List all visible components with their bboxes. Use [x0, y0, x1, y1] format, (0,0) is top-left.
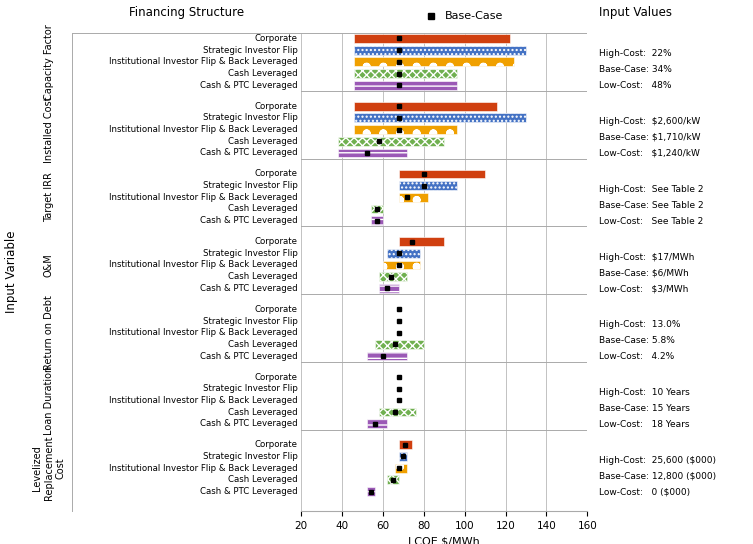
Bar — [379, 273, 407, 281]
Text: Institutional Investor Flip & Back Leveraged: Institutional Investor Flip & Back Lever… — [109, 193, 297, 202]
Text: Base-Case: 34%: Base-Case: 34% — [599, 65, 672, 74]
Bar — [370, 205, 383, 213]
Text: Base-Case: 12,800 ($000): Base-Case: 12,800 ($000) — [599, 472, 716, 480]
Text: Strategic Investor Flip: Strategic Investor Flip — [203, 181, 297, 190]
Text: Cash Leveraged: Cash Leveraged — [228, 205, 297, 213]
Text: Base-Case: See Table 2: Base-Case: See Table 2 — [599, 201, 703, 209]
Bar — [355, 114, 526, 122]
Text: Strategic Investor Flip: Strategic Investor Flip — [203, 249, 297, 258]
Text: Base-Case: $6/MWh: Base-Case: $6/MWh — [599, 268, 688, 277]
Bar — [367, 419, 387, 428]
Text: Strategic Investor Flip: Strategic Investor Flip — [203, 46, 297, 54]
Text: Cash & PTC Leveraged: Cash & PTC Leveraged — [200, 216, 297, 225]
Bar — [355, 81, 456, 90]
Text: Low-Cost:   $1,240/kW: Low-Cost: $1,240/kW — [599, 149, 700, 158]
Text: Cash & PTC Leveraged: Cash & PTC Leveraged — [200, 419, 297, 428]
Bar — [338, 149, 407, 157]
Bar — [399, 237, 444, 246]
Text: High-Cost:  $2,600/kW: High-Cost: $2,600/kW — [599, 117, 700, 126]
Bar — [355, 69, 456, 78]
Text: Institutional Investor Flip & Back Leveraged: Institutional Investor Flip & Back Lever… — [109, 261, 297, 269]
X-axis label: LCOE $/MWh: LCOE $/MWh — [408, 536, 480, 544]
Text: High-Cost:  25,600 ($000): High-Cost: 25,600 ($000) — [599, 456, 715, 465]
Text: Return on Debt: Return on Debt — [44, 295, 54, 370]
Text: High-Cost:  13.0%: High-Cost: 13.0% — [599, 320, 680, 329]
Text: Strategic Investor Flip: Strategic Investor Flip — [203, 452, 297, 461]
Text: Cash Leveraged: Cash Leveraged — [228, 475, 297, 484]
Text: Cash & PTC Leveraged: Cash & PTC Leveraged — [200, 351, 297, 361]
Text: Base-Case: 15 Years: Base-Case: 15 Years — [599, 404, 690, 413]
Text: Financing Structure: Financing Structure — [129, 6, 244, 19]
Text: Low-Cost:   $3/MWh: Low-Cost: $3/MWh — [599, 285, 688, 293]
Bar — [355, 58, 514, 66]
Bar — [375, 340, 424, 349]
Text: Institutional Investor Flip & Back Leveraged: Institutional Investor Flip & Back Lever… — [109, 57, 297, 66]
Bar — [367, 487, 375, 496]
Text: Low-Cost:   18 Years: Low-Cost: 18 Years — [599, 420, 689, 429]
Text: Low-Cost:   48%: Low-Cost: 48% — [599, 81, 671, 90]
Bar — [355, 46, 526, 54]
Text: Cash Leveraged: Cash Leveraged — [228, 137, 297, 146]
Bar — [367, 351, 407, 361]
Bar — [383, 261, 419, 269]
Text: Institutional Investor Flip & Back Leveraged: Institutional Investor Flip & Back Lever… — [109, 125, 297, 134]
Bar — [355, 34, 510, 43]
Text: Target IRR: Target IRR — [44, 172, 54, 222]
Bar — [387, 249, 419, 258]
Text: Corporate: Corporate — [255, 440, 297, 449]
Text: High-Cost:  $17/MWh: High-Cost: $17/MWh — [599, 252, 694, 262]
Text: Cash Leveraged: Cash Leveraged — [228, 272, 297, 281]
Bar — [399, 452, 407, 461]
Text: Input Values: Input Values — [599, 6, 672, 19]
Text: Input Variable: Input Variable — [5, 231, 18, 313]
Text: Institutional Investor Flip & Back Leveraged: Institutional Investor Flip & Back Lever… — [109, 396, 297, 405]
Text: Cash Leveraged: Cash Leveraged — [228, 407, 297, 417]
Text: Cash & PTC Leveraged: Cash & PTC Leveraged — [200, 81, 297, 90]
Text: Cash & PTC Leveraged: Cash & PTC Leveraged — [200, 284, 297, 293]
Text: Cash & PTC Leveraged: Cash & PTC Leveraged — [200, 149, 297, 157]
Text: Cash Leveraged: Cash Leveraged — [228, 69, 297, 78]
Bar — [370, 217, 383, 225]
Bar — [355, 102, 498, 110]
Text: Corporate: Corporate — [255, 305, 297, 314]
Text: Institutional Investor Flip & Back Leveraged: Institutional Investor Flip & Back Lever… — [109, 463, 297, 473]
Text: Corporate: Corporate — [255, 34, 297, 43]
Text: High-Cost:  10 Years: High-Cost: 10 Years — [599, 388, 690, 397]
Text: Cash Leveraged: Cash Leveraged — [228, 340, 297, 349]
Text: Base-Case: Base-Case — [445, 11, 504, 21]
Text: Strategic Investor Flip: Strategic Investor Flip — [203, 113, 297, 122]
Text: Capacity Factor: Capacity Factor — [44, 24, 54, 100]
Text: Corporate: Corporate — [255, 237, 297, 246]
Bar — [399, 441, 412, 449]
Bar — [399, 181, 456, 190]
Text: Loan Duration: Loan Duration — [44, 366, 54, 435]
Text: High-Cost:  See Table 2: High-Cost: See Table 2 — [599, 185, 703, 194]
Text: Installed Cost: Installed Cost — [44, 96, 54, 163]
Text: Corporate: Corporate — [255, 373, 297, 381]
Bar — [379, 408, 416, 417]
Text: Corporate: Corporate — [255, 169, 297, 178]
Text: Corporate: Corporate — [255, 102, 297, 110]
Text: Strategic Investor Flip: Strategic Investor Flip — [203, 317, 297, 325]
Text: Low-Cost:   4.2%: Low-Cost: 4.2% — [599, 352, 674, 361]
Text: High-Cost:  22%: High-Cost: 22% — [599, 50, 671, 58]
Bar — [355, 125, 456, 134]
Bar — [379, 284, 399, 293]
Bar — [399, 193, 428, 202]
Text: Low-Cost:   0 ($000): Low-Cost: 0 ($000) — [599, 487, 690, 497]
Bar — [387, 475, 399, 484]
Text: Base-Case: 5.8%: Base-Case: 5.8% — [599, 336, 675, 345]
Text: Low-Cost:   See Table 2: Low-Cost: See Table 2 — [599, 217, 703, 226]
Text: Base-Case: $1,710/kW: Base-Case: $1,710/kW — [599, 133, 700, 142]
Bar — [395, 464, 407, 473]
Text: Cash & PTC Leveraged: Cash & PTC Leveraged — [200, 487, 297, 496]
Text: Strategic Investor Flip: Strategic Investor Flip — [203, 384, 297, 393]
Bar — [338, 137, 444, 146]
Bar — [399, 170, 485, 178]
Text: Levelized
Replacement
Cost: Levelized Replacement Cost — [32, 436, 66, 500]
Text: Institutional Investor Flip & Back Leveraged: Institutional Investor Flip & Back Lever… — [109, 328, 297, 337]
Text: O&M: O&M — [44, 253, 54, 277]
